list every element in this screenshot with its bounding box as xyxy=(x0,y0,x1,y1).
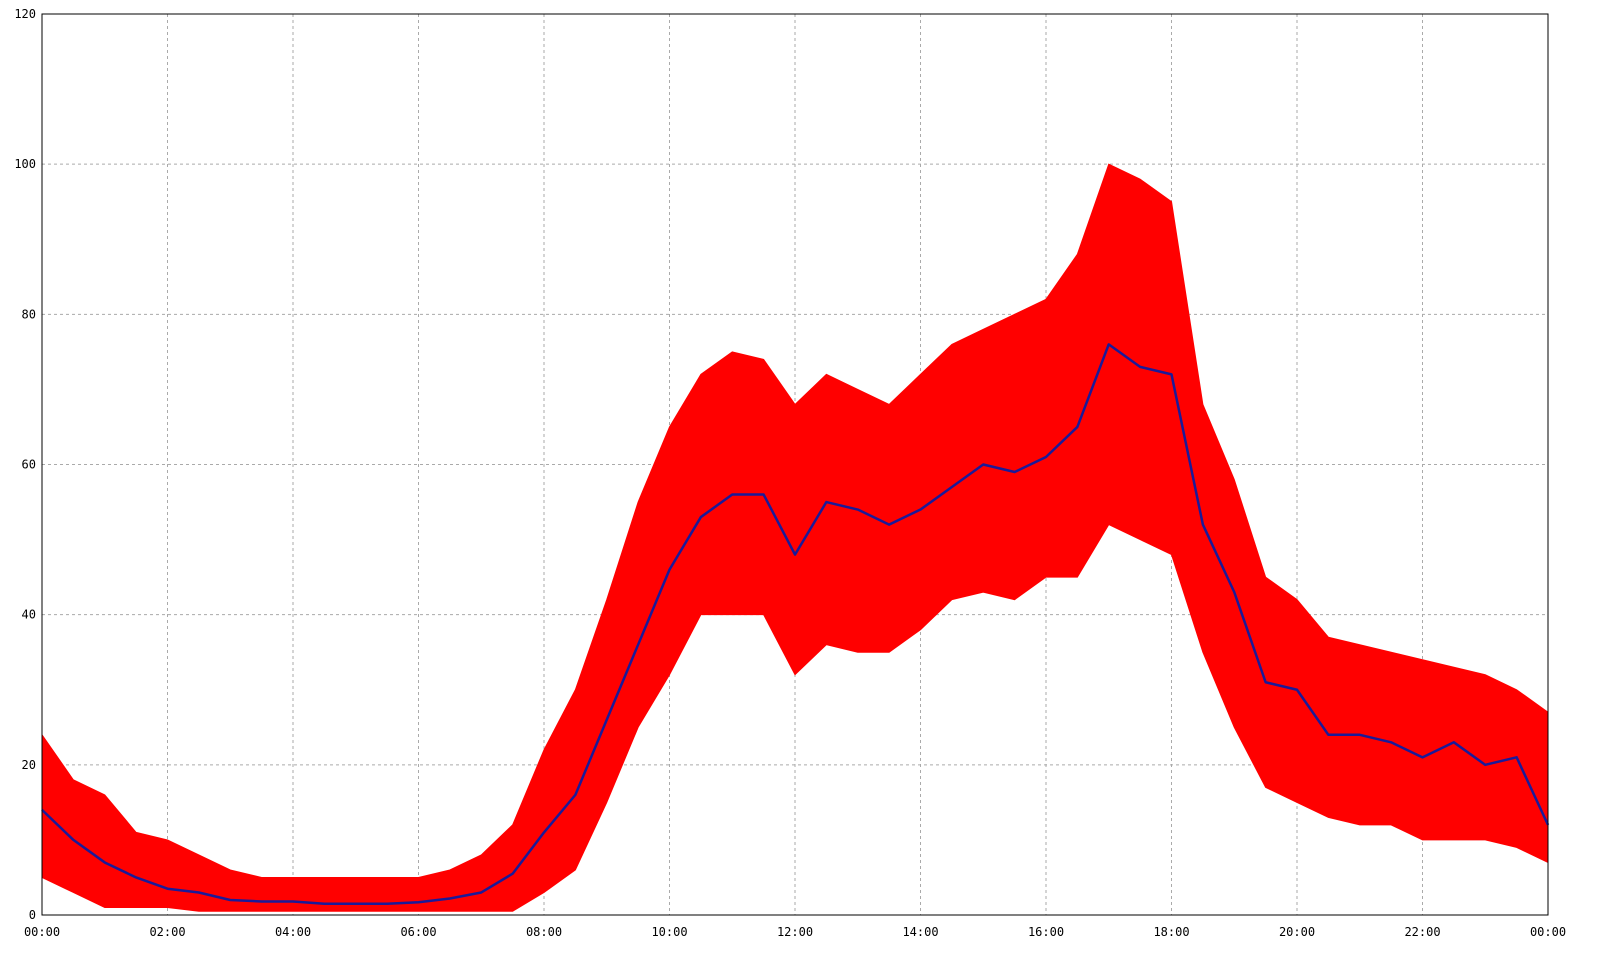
y-tick-label: 40 xyxy=(22,608,36,622)
y-tick-label: 80 xyxy=(22,307,36,321)
range-band xyxy=(41,163,1549,912)
x-tick-label: 02:00 xyxy=(149,925,185,939)
plot-frame xyxy=(41,13,1549,916)
x-tick-label: 00:00 xyxy=(1530,925,1566,939)
x-tick-label: 14:00 xyxy=(902,925,938,939)
x-tick-label: 08:00 xyxy=(526,925,562,939)
y-tick-label: 60 xyxy=(22,458,36,472)
y-tick-label: 20 xyxy=(22,758,36,772)
x-tick-label: 10:00 xyxy=(651,925,687,939)
x-tick-label: 18:00 xyxy=(1153,925,1189,939)
y-tick-label: 120 xyxy=(14,7,36,21)
x-tick-label: 06:00 xyxy=(400,925,436,939)
y-tick-label: 0 xyxy=(29,908,36,922)
x-tick-label: 12:00 xyxy=(777,925,813,939)
x-tick-label: 04:00 xyxy=(275,925,311,939)
x-tick-label: 20:00 xyxy=(1279,925,1315,939)
x-tick-label: 16:00 xyxy=(1028,925,1064,939)
mean-line xyxy=(41,343,1550,905)
x-tick-label: 22:00 xyxy=(1404,925,1440,939)
y-tick-label: 100 xyxy=(14,157,36,171)
x-tick-label: 00:00 xyxy=(24,925,60,939)
